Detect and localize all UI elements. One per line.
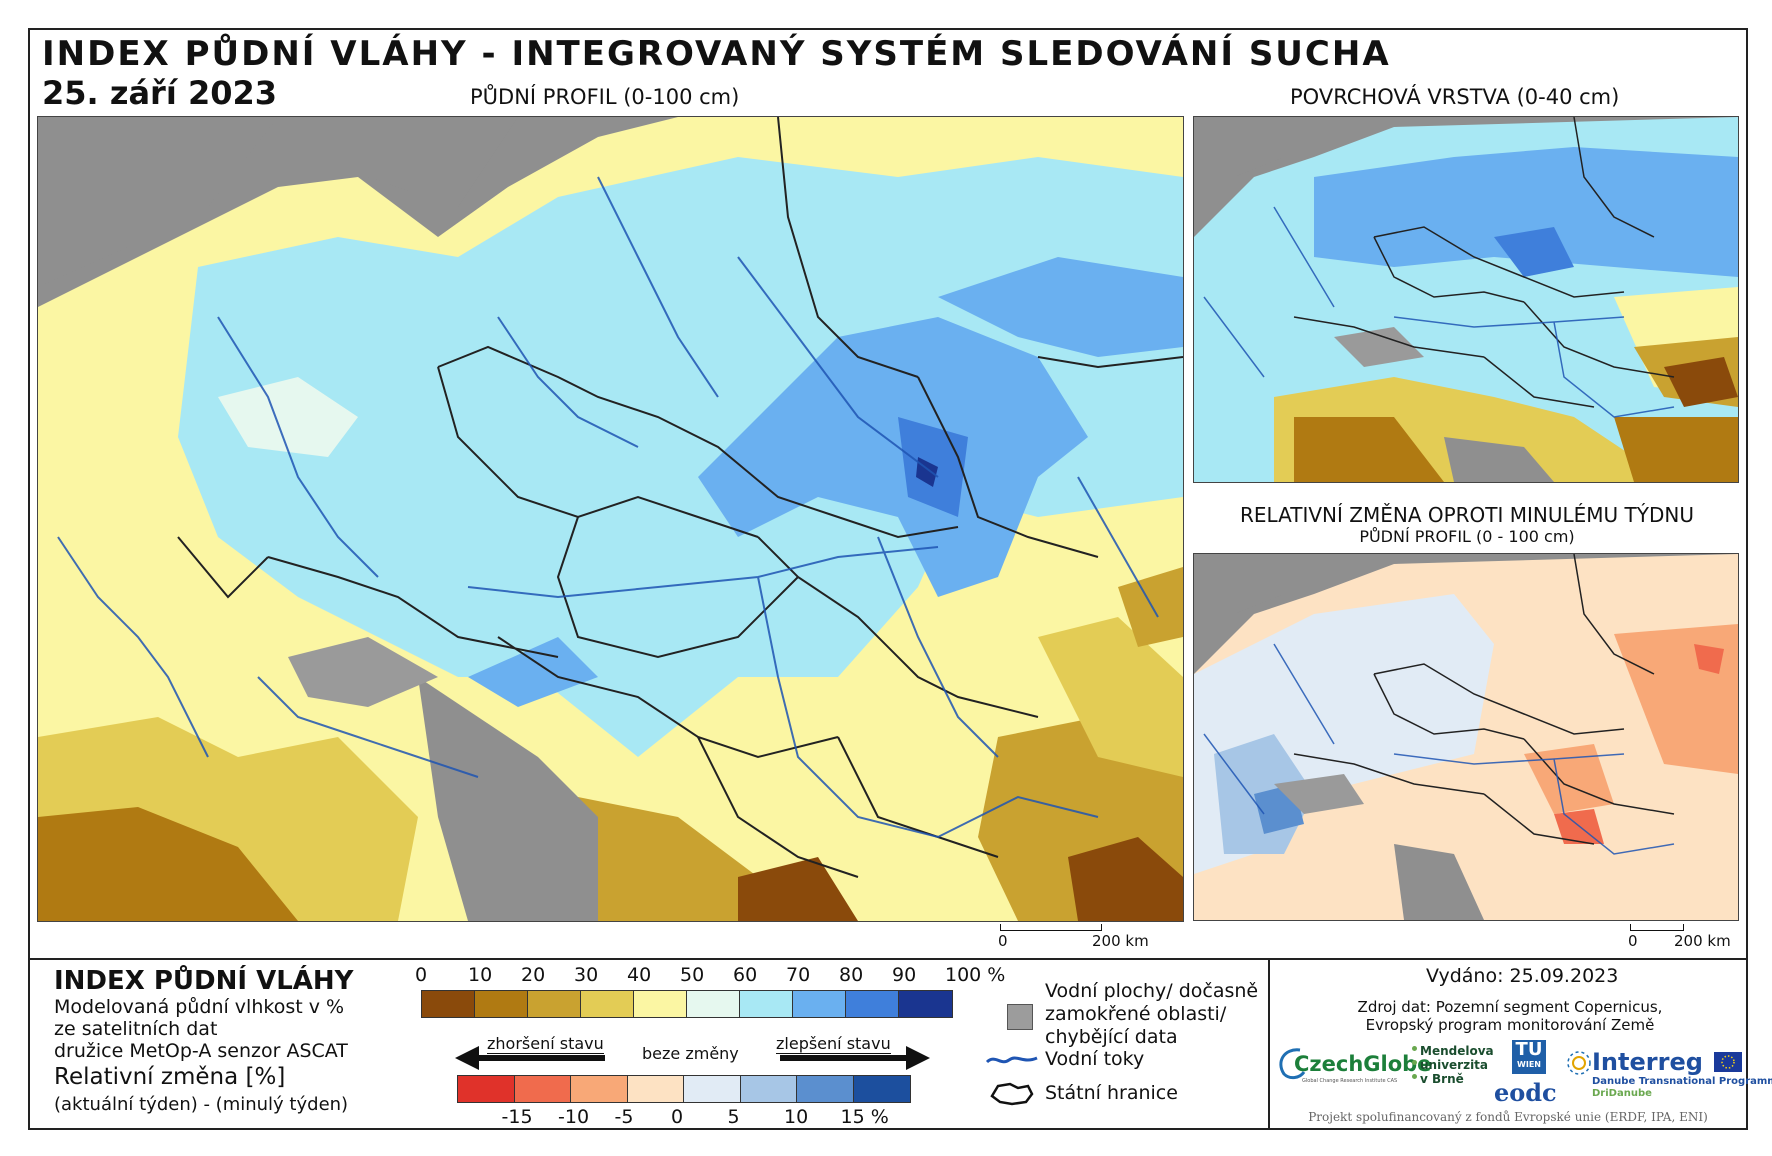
missing-data-swatch bbox=[1007, 1004, 1033, 1030]
index-swatch bbox=[528, 991, 581, 1017]
index-tick-label: 70 bbox=[786, 964, 811, 986]
change-tick-label: -15 bbox=[501, 1106, 533, 1128]
change-swatch bbox=[514, 1076, 571, 1102]
legend-desc-2: ze satelitních dat bbox=[54, 1018, 218, 1040]
index-tick-label: 90 bbox=[892, 964, 917, 986]
index-tick-label: 10 bbox=[468, 964, 493, 986]
tu-text: TU bbox=[1515, 1039, 1543, 1060]
change-scale-end: 200 km bbox=[1674, 932, 1731, 950]
relative-change-map bbox=[1193, 553, 1739, 921]
change-colorbar bbox=[457, 1075, 911, 1103]
change-tick-label: -5 bbox=[614, 1106, 634, 1128]
eodc-logo: eodc bbox=[1494, 1078, 1557, 1107]
legend-title: INDEX PŮDNÍ VLÁHY bbox=[54, 966, 354, 996]
index-swatch bbox=[634, 991, 687, 1017]
water-line-1: Vodní plochy/ dočasně bbox=[1045, 980, 1259, 1002]
interreg-sun-icon bbox=[1567, 1051, 1591, 1075]
main-scale-zero: 0 bbox=[998, 932, 1008, 950]
interreg-sub2: DriDanube bbox=[1592, 1088, 1652, 1099]
river-line-icon bbox=[985, 1056, 1038, 1064]
change-tick-label: 15 % bbox=[840, 1106, 889, 1128]
index-swatch bbox=[740, 991, 793, 1017]
change-tick-label: 10 bbox=[784, 1106, 809, 1128]
index-tick-label: 60 bbox=[733, 964, 758, 986]
index-tick-label: 40 bbox=[627, 964, 652, 986]
interreg-sub1: Danube Transnational Programme bbox=[1592, 1076, 1772, 1087]
issued-date: Vydáno: 25.09.2023 bbox=[1426, 965, 1619, 987]
index-swatch bbox=[846, 991, 899, 1017]
index-swatch bbox=[422, 991, 475, 1017]
index-tick-label: 20 bbox=[521, 964, 546, 986]
tu-wien-logo: TU WIEN bbox=[1512, 1040, 1546, 1074]
legend-desc-1: Modelovaná půdní vlhkost v % bbox=[54, 996, 345, 1018]
nochange-label: beze změny bbox=[642, 1044, 739, 1063]
index-swatch bbox=[581, 991, 634, 1017]
legend-divider bbox=[28, 958, 1748, 960]
index-tick-label: 100 % bbox=[945, 964, 1006, 986]
change-tick-label: 0 bbox=[671, 1106, 684, 1128]
water-areas-label: Vodní plochy/ dočasně zamokřené oblasti/… bbox=[1045, 980, 1258, 1049]
worse-label: zhoršení stavu bbox=[487, 1034, 604, 1054]
eu-flag-icon bbox=[1714, 1052, 1742, 1072]
funding-note: Projekt spolufinancovaný z fondů Evropsk… bbox=[1308, 1110, 1708, 1124]
index-colorbar bbox=[421, 990, 953, 1018]
direction-arrows-icon bbox=[455, 1046, 930, 1070]
change-swatch bbox=[853, 1076, 910, 1102]
main-soil-moisture-map bbox=[37, 116, 1184, 922]
better-label: zlepšení stavu bbox=[776, 1034, 891, 1054]
main-map-caption: PŮDNÍ PROFIL (0-100 cm) bbox=[470, 85, 740, 109]
change-swatch bbox=[797, 1076, 854, 1102]
czechglobe-subtext: Global Change Research Institute CAS bbox=[1302, 1078, 1398, 1084]
change-swatch bbox=[684, 1076, 741, 1102]
change-swatch bbox=[458, 1076, 515, 1102]
footer-divider bbox=[1268, 958, 1270, 1130]
figure-frame bbox=[28, 28, 1748, 1130]
index-tick-label: 50 bbox=[680, 964, 705, 986]
index-swatch bbox=[687, 991, 740, 1017]
change-swatch bbox=[740, 1076, 797, 1102]
change-swatch bbox=[627, 1076, 684, 1102]
issue-date-title: 25. září 2023 bbox=[42, 74, 277, 112]
surface-map-caption: POVRCHOVÁ VRSTVA (0-40 cm) bbox=[1290, 85, 1620, 109]
index-swatch bbox=[793, 991, 846, 1017]
index-swatch bbox=[899, 991, 952, 1017]
source-line-2: Evropský program monitorování Země bbox=[1365, 1016, 1655, 1034]
data-source: Zdroj dat: Pozemní segment Copernicus, E… bbox=[1280, 998, 1740, 1034]
change-tick-label: 5 bbox=[727, 1106, 740, 1128]
change-swatch bbox=[571, 1076, 628, 1102]
mendel-line-3: v Brně bbox=[1420, 1072, 1464, 1086]
surface-layer-map bbox=[1193, 116, 1739, 483]
change-scale-zero: 0 bbox=[1628, 932, 1638, 950]
czechglobe-swirl-icon bbox=[1279, 1048, 1306, 1080]
legend-desc-3: družice MetOp-A senzor ASCAT bbox=[54, 1040, 348, 1062]
source-line-1: Zdroj dat: Pozemní segment Copernicus, bbox=[1357, 998, 1663, 1016]
main-scale-end: 200 km bbox=[1092, 932, 1149, 950]
borders-label: Státní hranice bbox=[1045, 1082, 1178, 1104]
mendel-line-2: univerzita bbox=[1420, 1058, 1489, 1072]
czechglobe-text: CzechGlobe bbox=[1294, 1052, 1432, 1076]
change-map-subcaption: PŮDNÍ PROFIL (0 - 100 cm) bbox=[1359, 527, 1575, 546]
interreg-text: Interreg bbox=[1592, 1048, 1703, 1076]
rivers-label: Vodní toky bbox=[1045, 1048, 1145, 1070]
change-tick-label: -10 bbox=[558, 1106, 590, 1128]
mendel-line-1: Mendelova bbox=[1420, 1044, 1494, 1058]
index-tick-label: 30 bbox=[574, 964, 599, 986]
border-outline-icon bbox=[990, 1082, 1034, 1106]
index-tick-label: 0 bbox=[415, 964, 428, 986]
mendel-logo: Mendelova univerzita v Brně bbox=[1412, 1044, 1494, 1086]
page-title: INDEX PŮDNÍ VLÁHY - INTEGROVANÝ SYSTÉM S… bbox=[42, 34, 1391, 74]
index-tick-label: 80 bbox=[839, 964, 864, 986]
water-line-2: zamokřené oblasti/ bbox=[1045, 1003, 1227, 1025]
tu-sub-text: WIEN bbox=[1517, 1060, 1541, 1069]
index-swatch bbox=[475, 991, 528, 1017]
water-line-3: chybějící data bbox=[1045, 1026, 1178, 1048]
change-legend-desc: (aktuální týden) - (minulý týden) bbox=[54, 1094, 349, 1115]
change-map-caption: RELATIVNÍ ZMĚNA OPROTI MINULÉMU TÝDNU bbox=[1239, 503, 1694, 527]
change-legend-title: Relativní změna [%] bbox=[54, 1064, 286, 1090]
